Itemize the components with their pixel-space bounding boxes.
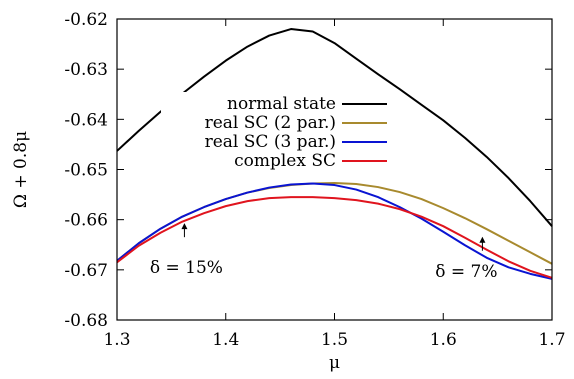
x-tick-label: 1.5 [321,330,348,350]
axis-ticks: 1.3 1.4 1.5 1.6 1.7 -0.68 -0.67 -0.66 -0.65 -0.64… [64,10,565,350]
y-tick-label: -0.68 [64,311,108,331]
y-tick-label: -0.62 [64,10,108,30]
annotation-arrowhead [181,223,188,230]
y-tick-label: -0.67 [64,261,108,281]
series-line-2 [116,182,553,280]
annotation-label: δ = 15% [150,258,223,278]
annotations: δ = 15% δ = 7% [150,223,498,282]
y-tick-label: -0.63 [64,60,108,80]
legend-label: normal state [227,94,336,114]
legend-label: real SC (2 par.) [205,113,336,133]
y-axis-label: Ω + 0.8μ [11,131,31,208]
y-tick-label: -0.66 [64,211,108,231]
legend-bg [161,130,391,149]
annotation-label: δ = 7% [435,262,497,282]
y-tick-label: -0.65 [64,161,108,181]
legend-bg [161,92,391,111]
x-tick-label: 1.4 [212,330,239,350]
annotation-arrowhead [479,236,486,243]
x-tick-label: 1.7 [538,330,565,350]
x-tick-label: 1.3 [103,330,130,350]
legend-label: complex SC [234,151,336,171]
x-axis-label: μ [329,353,340,373]
legend-bg [161,111,391,130]
legend-label: real SC (3 par.) [205,132,336,152]
series-lines [116,28,553,280]
series-line-1 [116,182,553,265]
y-tick-label: -0.64 [64,110,108,130]
series-line-3 [116,196,553,279]
legend-bg [161,149,391,168]
series-line-0 [116,28,553,227]
x-tick-label: 1.6 [430,330,457,350]
